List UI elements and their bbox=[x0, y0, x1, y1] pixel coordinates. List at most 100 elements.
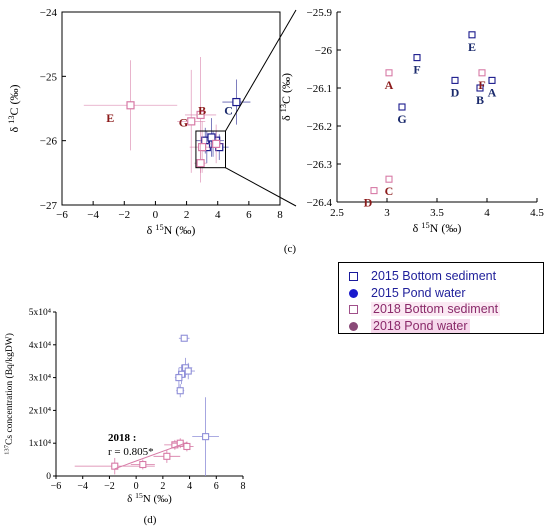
data-point bbox=[468, 31, 476, 39]
data-point bbox=[413, 54, 421, 62]
y-tick-label: 5x10⁴ bbox=[29, 308, 52, 318]
panel-label-c: (c) bbox=[284, 243, 297, 255]
point-annotation: B bbox=[198, 103, 206, 117]
y-tick-label: −25 bbox=[40, 71, 58, 83]
y-tick-label: −26 bbox=[315, 45, 333, 57]
legend-square-marker bbox=[349, 271, 358, 281]
y-tick-label: −26.4 bbox=[307, 197, 333, 209]
legend-item-2018-water: 2018 Pond water bbox=[347, 318, 470, 334]
y-tick-label: 1x10⁴ bbox=[29, 439, 52, 449]
point-annotation: G bbox=[179, 116, 188, 130]
legend: 2015 Bottom sediment 2015 Pond water 201… bbox=[338, 262, 544, 334]
data-point bbox=[476, 84, 484, 92]
x-tick-label: 2 bbox=[160, 481, 165, 492]
point-label: F bbox=[413, 63, 420, 77]
x-tick-label: 2 bbox=[184, 209, 190, 221]
data-point bbox=[212, 139, 221, 148]
data-point bbox=[398, 103, 406, 111]
correlation-annotation-year: 2018 : bbox=[108, 432, 136, 444]
x-tick-label: 2.5 bbox=[330, 207, 344, 219]
legend-circle-marker bbox=[349, 321, 358, 331]
x-tick-label: 4 bbox=[484, 207, 490, 219]
x-tick-label: −2 bbox=[118, 209, 130, 221]
data-point bbox=[478, 69, 486, 77]
zoom-box bbox=[195, 130, 227, 169]
data-point bbox=[126, 101, 135, 110]
data-point bbox=[196, 159, 205, 168]
x-tick-label: −6 bbox=[56, 209, 68, 221]
legend-item-2015-water: 2015 Pond water bbox=[347, 285, 466, 301]
panel-label-d: (d) bbox=[144, 514, 157, 526]
data-point bbox=[385, 69, 393, 77]
data-point bbox=[176, 387, 184, 395]
x-tick-label: 3 bbox=[384, 207, 390, 219]
point-label: B bbox=[476, 93, 484, 107]
y-tick-label: −24 bbox=[40, 7, 58, 19]
legend-label: 2018 Pond water bbox=[371, 319, 470, 333]
data-point bbox=[198, 143, 207, 152]
x-tick-label: 3.5 bbox=[430, 207, 444, 219]
x-tick-label: −2 bbox=[104, 481, 115, 492]
legend-item-2018-sediment: 2018 Bottom sediment bbox=[347, 301, 501, 317]
x-tick-label: −6 bbox=[51, 481, 62, 492]
zoom-connector-bottom bbox=[225, 167, 297, 207]
legend-circle-marker bbox=[349, 288, 358, 298]
point-label: G bbox=[397, 112, 406, 126]
point-label: D bbox=[451, 85, 460, 99]
x-tick-label: 0 bbox=[134, 481, 139, 492]
legend-label: 2015 Bottom sediment bbox=[371, 269, 497, 283]
point-label: D bbox=[364, 196, 373, 210]
legend-item-2015-sediment: 2015 Bottom sediment bbox=[347, 268, 496, 284]
point-annotation: C bbox=[224, 103, 233, 117]
data-point bbox=[180, 334, 188, 342]
data-point bbox=[187, 117, 196, 126]
y-tick-label: 3x10⁴ bbox=[29, 374, 52, 384]
y-tick-label: 4x10⁴ bbox=[29, 341, 52, 351]
y-tick-label: 0 bbox=[46, 472, 51, 482]
y-tick-label: 2x10⁴ bbox=[29, 406, 52, 416]
data-point bbox=[196, 110, 205, 120]
y-tick-label: −26.1 bbox=[307, 83, 332, 95]
point-label: A bbox=[385, 78, 394, 92]
data-point bbox=[184, 367, 192, 375]
data-point bbox=[370, 187, 378, 195]
x-tick-label: 0 bbox=[153, 209, 159, 221]
x-tick-label: −4 bbox=[87, 209, 99, 221]
data-point bbox=[202, 433, 210, 441]
data-point bbox=[175, 374, 183, 382]
point-label: F bbox=[478, 78, 485, 92]
correlation-annotation-r: r = 0.805* bbox=[108, 446, 154, 458]
x-tick-label: 4 bbox=[215, 209, 221, 221]
data-point bbox=[488, 76, 496, 84]
x-axis-label: δ 15N (‰) bbox=[147, 223, 196, 237]
y-tick-label: −25.9 bbox=[307, 7, 333, 19]
data-point bbox=[451, 76, 459, 84]
point-label: C bbox=[385, 184, 394, 198]
regression-line bbox=[114, 442, 188, 470]
y-tick-label: −26 bbox=[40, 136, 58, 148]
data-point bbox=[163, 452, 171, 460]
data-point bbox=[111, 462, 119, 470]
legend-square-marker bbox=[349, 304, 358, 314]
y-tick-label: −27 bbox=[40, 200, 58, 212]
data-point bbox=[232, 97, 241, 107]
data-point bbox=[207, 133, 216, 142]
y-axis-label: 137Cs concentration (Bq/kgDW) bbox=[4, 333, 15, 455]
x-tick-label: 6 bbox=[246, 209, 252, 221]
plot-frame-c-left bbox=[61, 11, 281, 206]
x-axis-label: δ 15N (‰) bbox=[413, 221, 462, 235]
point-annotation: E bbox=[106, 111, 114, 125]
data-point bbox=[183, 442, 191, 451]
y-axis-label: δ 13C (‰) bbox=[7, 84, 21, 132]
y-axis-label: δ 13C (‰) bbox=[279, 73, 293, 121]
x-axis-label: δ 15N (‰) bbox=[127, 491, 172, 505]
data-point bbox=[385, 175, 393, 183]
point-label: A bbox=[488, 85, 497, 99]
x-tick-label: 4 bbox=[187, 481, 192, 492]
x-tick-label: 4.5 bbox=[530, 207, 544, 219]
y-tick-label: −26.3 bbox=[307, 159, 333, 171]
y-tick-label: −26.2 bbox=[307, 121, 332, 133]
data-point bbox=[139, 460, 147, 469]
point-label: E bbox=[468, 40, 476, 54]
